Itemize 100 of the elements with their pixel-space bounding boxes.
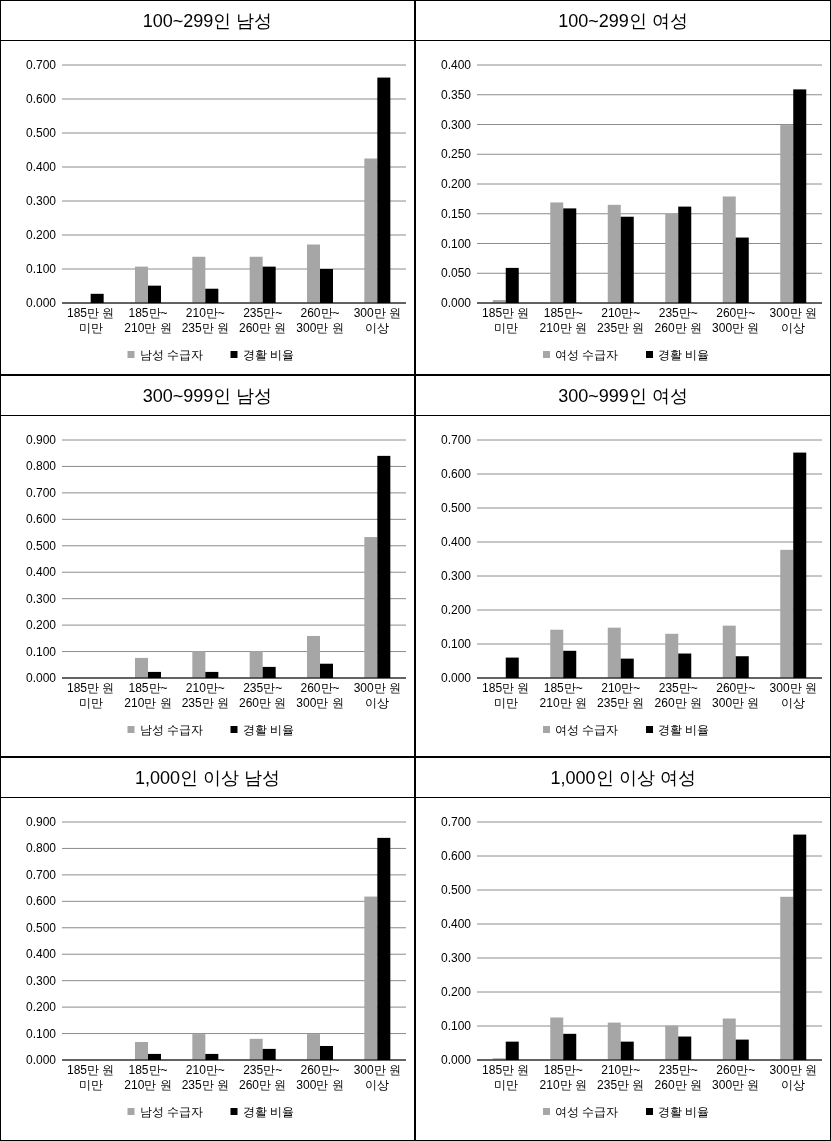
y-tick-label: 0.200 [25,228,57,242]
y-tick-label: 0.700 [25,867,57,882]
y-tick-label: 0.900 [25,433,57,447]
y-tick-label: 0.700 [440,815,472,829]
y-tick-label: 0.000 [440,296,472,310]
chart-title: 300~999인 여성 [558,386,688,406]
chart-title: 1,000인 이상 남성 [134,768,281,788]
y-tick-label: 0.100 [440,637,472,651]
y-tick-label: 0.200 [25,1000,57,1015]
x-tick-label: 185만~ 210만 원 [124,306,172,335]
x-tick-label: 185만~ 210만 원 [124,1063,172,1092]
y-tick-label: 0.600 [440,849,472,863]
y-tick-label: 0.200 [440,603,472,617]
y-tick-label: 0.000 [440,1053,472,1067]
x-tick-label: 300만 원 이상 [353,681,402,710]
x-tick-label: 235만~ 260만 원 [238,1063,287,1092]
x-tick-label: 185만 원 미만 [66,1063,115,1092]
x-tick-label: 300만 원 이상 [353,306,402,335]
x-tick-label: 185만 원 미만 [482,681,530,710]
x-tick-label: 185만~ 210만 원 [539,681,587,710]
y-tick-label: 0.300 [25,591,57,606]
legend-label: 경활 비율 [658,723,710,737]
y-tick-label: 0.000 [440,671,472,685]
y-tick-label: 0.000 [25,671,57,685]
legend-label: 남성 수급자 [139,1105,203,1119]
legend-label: 남성 수급자 [139,348,203,362]
y-tick-label: 0.150 [440,206,472,221]
x-tick-label: 235만~ 260만 원 [238,681,287,710]
y-tick-label: 0.100 [440,236,472,251]
chart-title: 1,000인 이상 여성 [550,768,696,788]
y-tick-label: 0.300 [440,951,472,965]
legend-label: 경활 비율 [658,1105,710,1119]
legend-label: 여성 수급자 [555,1105,619,1119]
x-tick-label: 300만 원 이상 [353,1063,402,1092]
y-tick-label: 0.400 [440,58,472,72]
y-tick-label: 0.100 [25,262,57,276]
x-tick-label: 260만~ 300만 원 [296,306,344,335]
chart-title: 300~999인 남성 [142,386,273,406]
x-tick-label: 185만 원 미만 [66,306,115,335]
y-tick-label: 0.300 [440,117,472,132]
x-tick-label: 210만~ 235만 원 [597,681,645,710]
x-tick-label: 260만~ 300만 원 [296,681,344,710]
y-tick-label: 0.700 [25,485,57,500]
y-tick-label: 0.300 [440,569,472,583]
y-tick-label: 0.200 [440,985,472,999]
x-tick-label: 210만~ 235만 원 [181,1063,230,1092]
x-tick-label: 260만~ 300만 원 [712,306,760,335]
y-tick-label: 0.800 [25,841,57,856]
y-tick-label: 0.100 [440,1019,472,1033]
x-tick-label: 210만~ 235만 원 [597,1063,645,1092]
x-tick-label: 260만~ 300만 원 [712,681,760,710]
y-tick-label: 0.300 [25,973,57,988]
y-tick-label: 0.500 [25,538,57,553]
y-tick-label: 0.400 [440,535,472,549]
y-tick-label: 0.700 [25,58,57,72]
y-tick-label: 0.400 [25,160,57,174]
x-tick-label: 185만~ 210만 원 [539,1063,587,1092]
y-tick-label: 0.900 [25,815,57,829]
y-tick-label: 0.000 [25,1053,57,1067]
legend-label: 여성 수급자 [555,348,619,362]
y-tick-label: 0.400 [25,565,57,580]
y-tick-label: 0.600 [25,512,57,527]
x-tick-label: 210만~ 235만 원 [597,306,645,335]
legend-label: 남성 수급자 [139,723,203,737]
y-tick-label: 0.100 [25,1026,57,1041]
x-tick-label: 300만 원 이상 [769,681,817,710]
y-tick-label: 0.600 [440,467,472,481]
x-tick-label: 210만~ 235만 원 [181,306,230,335]
y-tick-label: 0.500 [25,920,57,935]
x-tick-label: 300만 원 이상 [769,1063,817,1092]
y-tick-label: 0.100 [25,644,57,659]
y-tick-label: 0.700 [440,433,472,447]
y-tick-label: 0.200 [440,177,472,191]
y-tick-label: 0.400 [25,947,57,962]
y-tick-label: 0.350 [440,87,472,102]
x-tick-label: 235만~ 260만 원 [238,306,287,335]
x-tick-label: 185만~ 210만 원 [539,306,587,335]
y-tick-label: 0.500 [25,126,57,140]
y-tick-label: 0.050 [440,266,472,281]
x-tick-label: 185만 원 미만 [66,681,115,710]
y-tick-label: 0.250 [440,147,472,162]
legend-label: 경활 비율 [242,723,294,737]
x-tick-label: 210만~ 235만 원 [181,681,230,710]
y-tick-label: 0.600 [25,92,57,106]
y-tick-label: 0.500 [440,883,472,897]
chart-title: 100~299인 여성 [558,11,688,31]
y-tick-label: 0.200 [25,618,57,633]
y-tick-label: 0.300 [25,194,57,208]
y-tick-label: 0.500 [440,501,472,515]
legend-label: 경활 비율 [658,348,710,362]
chart-title: 100~299인 남성 [142,11,273,31]
legend-label: 여성 수급자 [555,723,619,737]
x-tick-label: 185만 원 미만 [482,1063,530,1092]
y-tick-label: 0.400 [440,917,472,931]
x-tick-label: 260만~ 300만 원 [296,1063,344,1092]
y-tick-label: 0.800 [25,459,57,474]
y-tick-label: 0.600 [25,894,57,909]
x-tick-label: 235만~ 260만 원 [654,306,702,335]
legend-label: 경활 비율 [242,1105,294,1119]
legend-label: 경활 비율 [242,348,294,362]
